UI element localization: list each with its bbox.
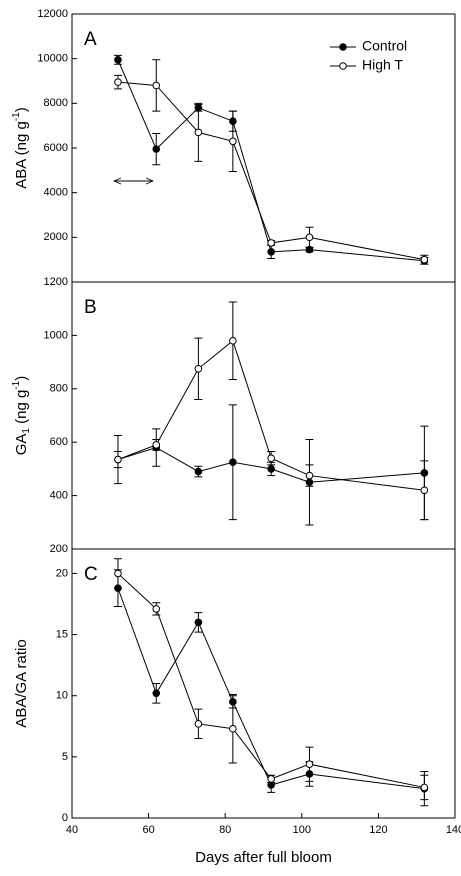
marker	[152, 81, 161, 90]
y-axis-label: GA1 (ng g-1)	[11, 376, 32, 456]
plot-frame	[71, 13, 456, 283]
marker	[194, 467, 203, 476]
y-axis-label-part: )	[13, 376, 30, 381]
x-tick-label: 80	[219, 824, 231, 836]
y-axis-label-part: (ng g	[13, 390, 30, 428]
plot-frame	[71, 548, 456, 819]
y-tick-label: 200	[50, 543, 68, 555]
marker	[114, 78, 122, 86]
y-axis-label: ABA (ng g-1)	[11, 107, 30, 188]
plot-frame	[71, 281, 456, 550]
y-tick-label: 0	[62, 812, 68, 824]
marker	[194, 720, 203, 728]
y-tick-label: 10000	[37, 53, 68, 65]
panel-label: A	[84, 29, 97, 50]
legend-marker	[339, 43, 347, 51]
series-line	[117, 587, 425, 790]
legend-label: High T	[362, 57, 403, 73]
marker	[114, 569, 122, 578]
marker	[229, 336, 237, 345]
marker	[152, 145, 161, 153]
marker	[305, 471, 314, 480]
marker	[267, 775, 275, 783]
y-axis-label-part: ABA (ng g	[13, 121, 30, 189]
marker	[420, 783, 429, 792]
marker	[229, 137, 237, 146]
y-tick-label: 6000	[44, 142, 68, 154]
y-axis-label-part: -1	[11, 380, 22, 389]
panel-label: B	[84, 297, 97, 318]
marker	[305, 760, 314, 769]
series-line	[117, 59, 425, 262]
series-line	[117, 81, 425, 261]
y-axis-label-part: -1	[11, 112, 22, 121]
y-axis-label-part: 1	[21, 428, 32, 434]
y-tick-label: 4000	[44, 187, 68, 199]
y-axis-label-part: GA	[13, 434, 30, 456]
x-tick-label: 120	[369, 824, 387, 836]
marker	[267, 465, 275, 473]
marker	[152, 689, 161, 698]
marker	[420, 255, 429, 264]
marker	[194, 128, 203, 137]
y-tick-label: 1000	[44, 329, 68, 341]
y-tick-label: 12000	[37, 8, 68, 20]
y-axis-label: ABA/GA ratio	[13, 639, 30, 727]
y-tick-label: 20	[56, 567, 68, 579]
marker	[267, 248, 275, 256]
marker	[114, 55, 122, 64]
x-tick-label: 60	[142, 824, 154, 836]
marker	[420, 486, 429, 495]
y-tick-label: 400	[50, 490, 68, 502]
y-tick-label: 15	[56, 628, 68, 640]
marker	[229, 724, 237, 733]
x-tick-label: 100	[293, 824, 311, 836]
y-tick-label: 600	[50, 436, 68, 448]
y-tick-label: 5	[62, 751, 68, 763]
x-tick-label: 40	[66, 824, 78, 836]
panel-label: C	[84, 564, 98, 585]
marker	[267, 454, 275, 463]
x-axis-label: Days after full bloom	[195, 849, 332, 866]
marker	[114, 455, 122, 464]
y-axis-label-part: )	[13, 107, 30, 112]
marker	[194, 618, 203, 627]
y-tick-label: 10	[56, 690, 68, 702]
y-tick-label: 1200	[44, 276, 68, 288]
legend-label: Control	[362, 38, 407, 54]
y-axis-label-part: ABA/GA ratio	[13, 639, 30, 727]
y-tick-label: 8000	[44, 97, 68, 109]
marker	[305, 233, 314, 242]
marker	[152, 441, 161, 449]
y-tick-label: 2000	[44, 231, 68, 243]
y-tick-label: 800	[50, 383, 68, 395]
marker	[194, 364, 203, 373]
marker	[152, 605, 161, 613]
marker	[267, 239, 275, 247]
x-tick-label: 140	[446, 824, 461, 836]
legend-marker	[339, 62, 347, 70]
marker	[229, 458, 237, 467]
